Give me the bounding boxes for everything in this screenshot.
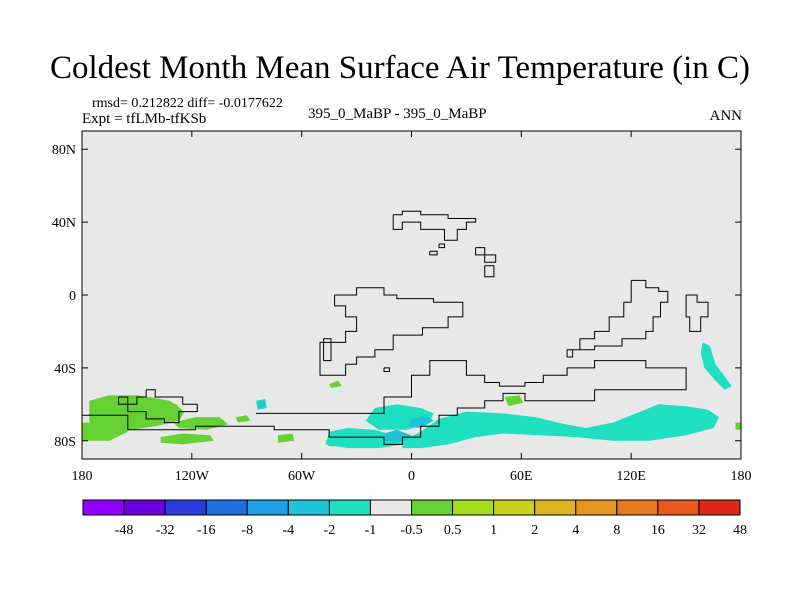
colorbar-label: -32 — [156, 523, 175, 538]
region-4 — [82, 428, 99, 438]
colorbar-label: 0.5 — [444, 523, 462, 538]
x-tick-label: 120E — [616, 469, 646, 484]
x-tick-label: 180 — [72, 469, 93, 484]
colorbar-label: 32 — [692, 523, 706, 538]
colorbar-swatch-2 — [164, 499, 207, 516]
colorbar-swatch-3 — [205, 499, 248, 516]
region-21 — [259, 403, 263, 407]
colorbar-swatch-1 — [123, 499, 166, 516]
coastline-2 — [118, 396, 129, 405]
colorbar-label: 1 — [490, 523, 497, 538]
region-14 — [325, 428, 403, 449]
region-1 — [89, 395, 185, 432]
region-6 — [277, 433, 295, 443]
colorbar-swatch-10 — [493, 499, 536, 516]
region-19 — [384, 429, 412, 443]
colorbar-label: -16 — [197, 523, 216, 538]
colorbar-swatch-14 — [657, 499, 700, 516]
y-tick-label: 0 — [69, 289, 76, 304]
x-tick-label: 120W — [175, 469, 210, 484]
region-8 — [329, 380, 342, 388]
coastline-13 — [383, 367, 390, 372]
region-15 — [402, 404, 719, 449]
region-9 — [235, 415, 251, 423]
colorbar-label: -0.5 — [400, 523, 422, 538]
region-16 — [700, 342, 732, 390]
colorbar-label: -48 — [115, 523, 134, 538]
region-12 — [735, 422, 741, 430]
colorbar-swatch-7 — [369, 499, 412, 516]
coastline-11 — [566, 279, 669, 358]
coastline-9 — [484, 254, 497, 263]
chart-title: Coldest Month Mean Surface Air Temperatu… — [50, 50, 750, 86]
colorbar-swatch-4 — [246, 499, 289, 516]
y-tick-label: 40N — [52, 216, 76, 231]
colorbar-label: -2 — [324, 523, 336, 538]
x-tick-label: 180 — [731, 469, 752, 484]
coastline-12 — [685, 294, 709, 332]
x-tick-label: 60W — [288, 469, 316, 484]
colorbar-swatch-5 — [287, 499, 330, 516]
coastline-5 — [392, 210, 477, 241]
region-10 — [504, 395, 524, 407]
colorbar-label: 48 — [733, 523, 747, 538]
colorbar-label: 8 — [613, 523, 620, 538]
y-tick-label: 80S — [54, 435, 76, 450]
coastline-6 — [438, 243, 445, 249]
coastline-1 — [127, 389, 198, 424]
colorbar-swatch-9 — [452, 499, 495, 516]
colorbar-swatch-13 — [616, 499, 659, 516]
colorbar-label: -4 — [282, 523, 294, 538]
coastline-0 — [82, 360, 687, 445]
x-tick-label: 60E — [510, 469, 533, 484]
coastline-3 — [323, 338, 332, 362]
region-5 — [160, 433, 214, 445]
colorbar-swatch-0 — [82, 499, 125, 516]
colorbar-label: -8 — [241, 523, 253, 538]
axes: 180 120W 60W 0 60E 120E 180 80N 40N 0 40S 80S — [52, 131, 752, 484]
case-label: 395_0_MaBP - 395_0_MaBP — [308, 106, 487, 122]
colorbar-label: -1 — [365, 523, 377, 538]
colorbar-label: 4 — [572, 523, 579, 538]
y-tick-label: 40S — [54, 362, 76, 377]
colorbar-label: 2 — [531, 523, 538, 538]
colorbar-swatch-8 — [411, 499, 454, 516]
coastline-4 — [319, 287, 464, 376]
region-2 — [82, 422, 128, 441]
colorbar-swatch-12 — [575, 499, 618, 516]
experiment-label: Expt = tfLMb-tfKSb — [82, 111, 207, 127]
colorbar-swatch-11 — [534, 499, 577, 516]
region-18 — [407, 415, 434, 428]
coastline-10 — [484, 265, 495, 278]
colorbar-swatch-6 — [328, 499, 371, 516]
coastline-7 — [429, 250, 438, 256]
y-tick-label: 80N — [52, 143, 76, 158]
colorbar-label: 16 — [651, 523, 665, 538]
season-label: ANN — [709, 108, 743, 124]
coastlines — [82, 210, 709, 445]
colorbar: -48 -32 -16 -8 -4 -2 -1 -0.5 0.5 1 2 4 8 16 32 48 — [82, 499, 747, 538]
colorbar-swatch-15 — [698, 499, 741, 516]
stats-label: rmsd= 0.212822 diff= -0.0177622 — [92, 96, 283, 111]
x-tick-label: 0 — [408, 469, 415, 484]
